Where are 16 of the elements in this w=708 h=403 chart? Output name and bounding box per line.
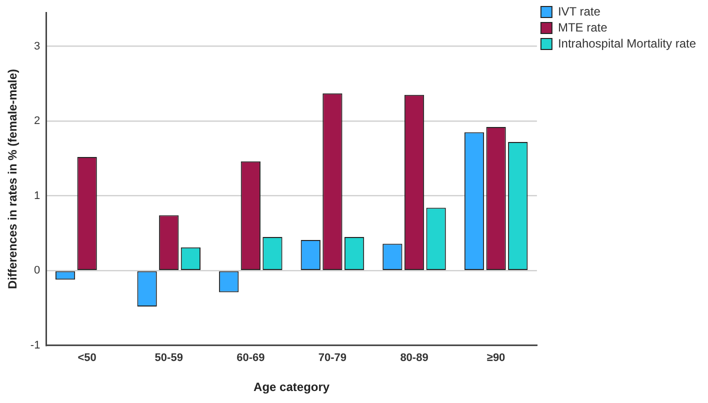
x-tick-label: 50-59 xyxy=(154,352,183,364)
x-tick-label: <50 xyxy=(78,352,96,364)
legend-label: MTE rate xyxy=(558,20,608,34)
x-tick-label: 70-79 xyxy=(318,352,347,364)
y-axis-title: Differences in rates in % (female-male) xyxy=(6,68,20,290)
y-tick-label: 3 xyxy=(34,40,40,52)
y-tick-label: -1 xyxy=(30,339,40,352)
x-tick-label: 80-89 xyxy=(400,352,428,364)
y-tick-label: 0 xyxy=(34,264,40,277)
y-tick-label: 1 xyxy=(34,190,40,202)
y-tick-label: 2 xyxy=(34,115,40,128)
x-tick-label: ≥90 xyxy=(486,352,506,364)
legend-label: IVT rate xyxy=(558,4,601,18)
x-tick-label: 60-69 xyxy=(236,352,265,364)
legend-label: Intrahospital Mortality rate xyxy=(558,36,696,50)
x-axis-title: Age category xyxy=(254,380,330,394)
